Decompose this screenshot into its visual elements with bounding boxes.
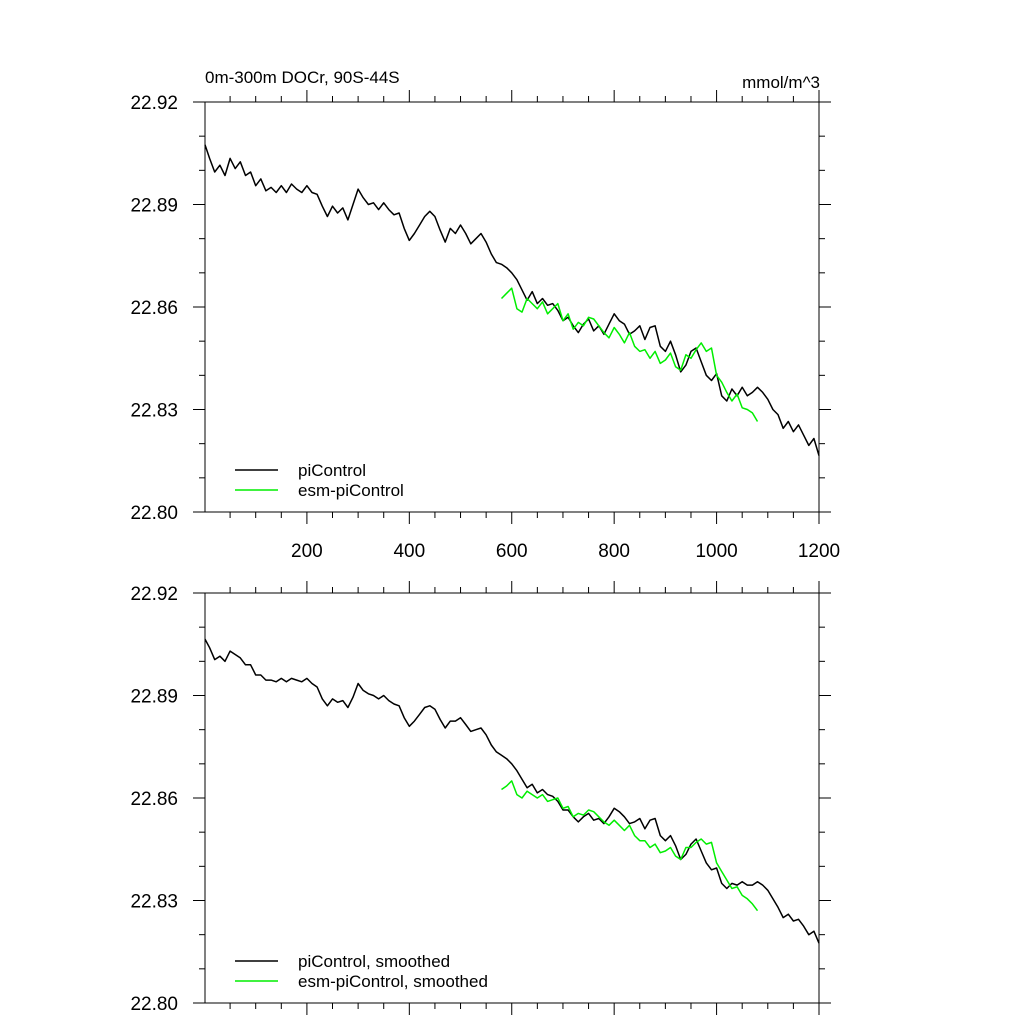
x-tick-label: 1000 bbox=[695, 541, 737, 562]
y-tick-label: 22.80 bbox=[130, 503, 178, 524]
x-tick-label: 600 bbox=[496, 541, 528, 562]
y-tick-label: 22.89 bbox=[130, 687, 178, 708]
units-label: mmol/m^3 bbox=[742, 73, 820, 92]
y-tick-label: 22.83 bbox=[130, 401, 178, 422]
series-line-picontrol-smoothed bbox=[204, 638, 820, 944]
legend: piControl, smoothed esm-piControl, smoot… bbox=[235, 952, 488, 991]
bottom-panel: 22.80 22.83 22.86 22.89 22.92 piControl, smo… bbox=[130, 581, 831, 1015]
legend-label-picontrol: piControl bbox=[298, 461, 366, 480]
x-tick-labels: 200 400 600 800 1000 1200 bbox=[291, 541, 840, 562]
series-line-esm-picontrol bbox=[500, 287, 759, 422]
y-tick-label: 22.83 bbox=[130, 892, 178, 913]
y-tick-label: 22.92 bbox=[130, 93, 178, 114]
legend-label-esm-picontrol: esm-piControl bbox=[298, 481, 404, 500]
x-tick-label: 400 bbox=[393, 541, 425, 562]
panel-title: 0m-300m DOCr, 90S-44S bbox=[205, 68, 400, 87]
series-line-esm-picontrol-smoothed bbox=[501, 780, 759, 912]
x-tick-label: 1200 bbox=[798, 541, 840, 562]
series-lines bbox=[204, 144, 820, 456]
legend: piControl esm-piControl bbox=[235, 461, 404, 500]
y-tick-label: 22.86 bbox=[130, 298, 178, 319]
series-line-picontrol bbox=[204, 144, 820, 456]
y-tick-label: 22.86 bbox=[130, 789, 178, 810]
y-tick-labels: 22.80 22.83 22.86 22.89 22.92 bbox=[130, 584, 178, 1015]
plot-frame bbox=[204, 592, 820, 1004]
plot-frame bbox=[204, 101, 820, 513]
y-tick-label: 22.80 bbox=[130, 994, 178, 1015]
y-tick-label: 22.89 bbox=[130, 196, 178, 217]
axis-ticks bbox=[193, 581, 831, 1015]
x-tick-label: 200 bbox=[291, 541, 323, 562]
y-tick-labels: 22.80 22.83 22.86 22.89 22.92 bbox=[130, 93, 178, 524]
top-panel: 0m-300m DOCr, 90S-44S mmol/m^3 22.8022.8… bbox=[130, 68, 840, 562]
x-tick-label: 800 bbox=[598, 541, 630, 562]
legend-label-esm-picontrol-smoothed: esm-piControl, smoothed bbox=[298, 972, 488, 991]
series-lines bbox=[204, 638, 820, 944]
legend-label-picontrol-smoothed: piControl, smoothed bbox=[298, 952, 450, 971]
axis-ticks bbox=[193, 90, 831, 524]
y-tick-label: 22.92 bbox=[130, 584, 178, 605]
